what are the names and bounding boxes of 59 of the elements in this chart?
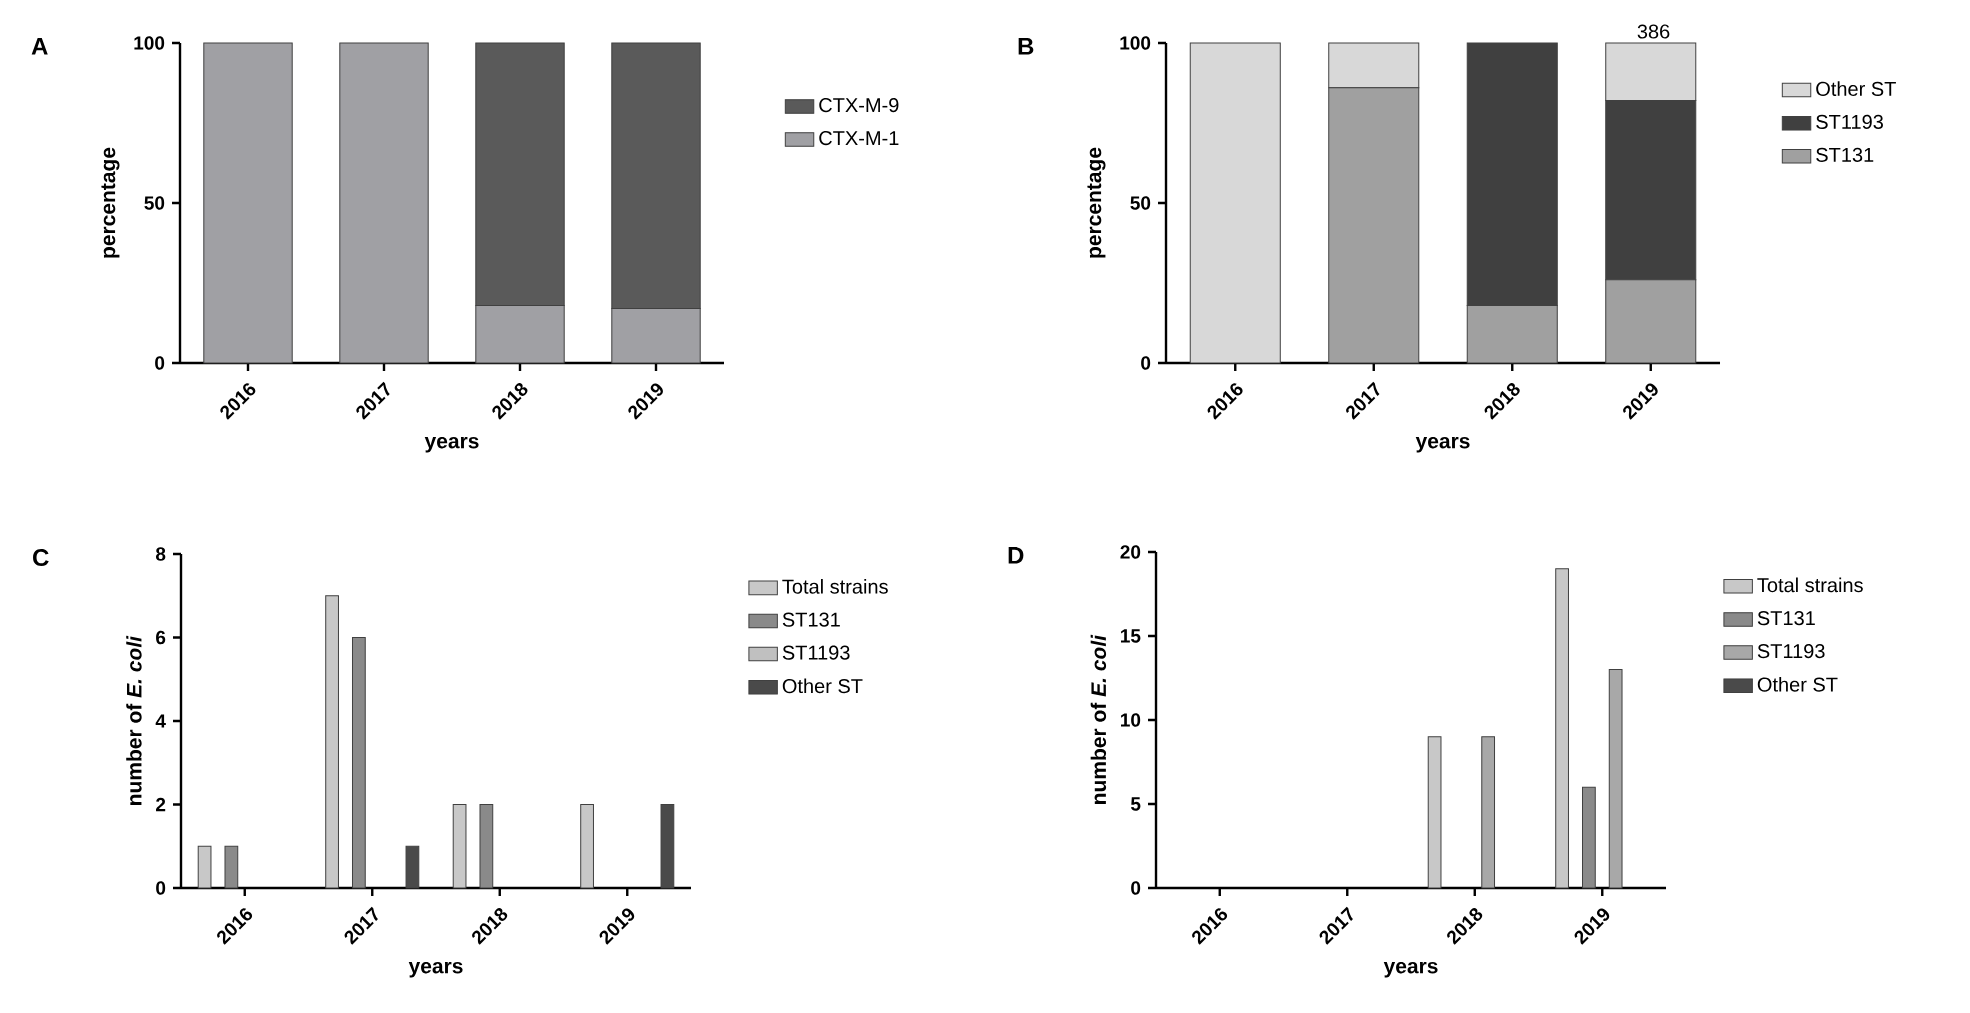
bar (339, 42, 429, 364)
bar (1481, 736, 1496, 889)
bar (224, 845, 239, 889)
y-tick-label: 20 (1120, 545, 1141, 559)
legend-label: Other ST (1816, 81, 1896, 96)
x-axis-title: years (424, 436, 479, 453)
bar (1555, 568, 1569, 889)
x-axis-title: years (408, 961, 463, 978)
y-tick-label: 50 (144, 196, 165, 210)
y-tick-label: 100 (1120, 36, 1151, 50)
y-tick-label: 100 (134, 36, 165, 50)
legend-label: Total strains (1757, 577, 1863, 593)
y-tick-label: 10 (1121, 713, 1141, 727)
bar (660, 804, 675, 889)
chart-title: D (1008, 547, 1024, 564)
legend-label: ST131 (1816, 147, 1874, 162)
legend-label: CTX-M-9 (819, 98, 899, 113)
bar (479, 804, 494, 889)
bar (580, 804, 594, 889)
y-tick-label: 2 (156, 797, 166, 812)
y-axis-title: percentage (101, 147, 120, 258)
x-axis-title: years (1415, 436, 1470, 453)
y-tick-label: 4 (155, 714, 166, 728)
legend-label: CTX-M-1 (819, 131, 899, 146)
y-tick-label: 0 (1141, 356, 1151, 370)
bar (1427, 736, 1442, 889)
y-tick-label: 50 (1130, 196, 1151, 210)
y-axis-title: percentage (1087, 147, 1106, 258)
legend-label: Other ST (1757, 676, 1838, 692)
y-tick-label: 8 (155, 547, 166, 561)
chart-title: B (1018, 38, 1034, 55)
bar (452, 804, 467, 889)
legend-label: Other ST (782, 678, 863, 694)
y-tick-label: 6 (156, 630, 166, 645)
bar (351, 637, 366, 889)
bar (405, 845, 420, 889)
y-axis-title: number of E. coli (126, 635, 142, 805)
legend-label: ST1193 (1816, 114, 1883, 129)
bar (197, 845, 212, 889)
bar (1189, 42, 1281, 364)
legend-label: ST1193 (1757, 644, 1825, 659)
chart-title: C (33, 549, 49, 567)
y-axis-title: number of E. coli (1090, 634, 1107, 804)
y-tick-label: 15 (1121, 629, 1141, 643)
legend-label: ST131 (782, 612, 840, 627)
legend-label: Total strains (782, 579, 888, 594)
bar (203, 42, 293, 364)
y-tick-label: 5 (1130, 797, 1141, 811)
bar (1608, 669, 1623, 889)
chart-title: A (31, 38, 48, 55)
legend-label: ST1193 (782, 645, 850, 660)
text: 386 (1637, 24, 1670, 39)
x-axis-title: years (1383, 961, 1438, 978)
y-tick-label: 0 (155, 356, 165, 370)
bar (325, 595, 339, 889)
y-tick-label: 0 (156, 881, 166, 895)
y-tick-label: 0 (1131, 881, 1141, 895)
bar (1582, 786, 1596, 889)
legend-label: ST131 (1757, 611, 1815, 626)
